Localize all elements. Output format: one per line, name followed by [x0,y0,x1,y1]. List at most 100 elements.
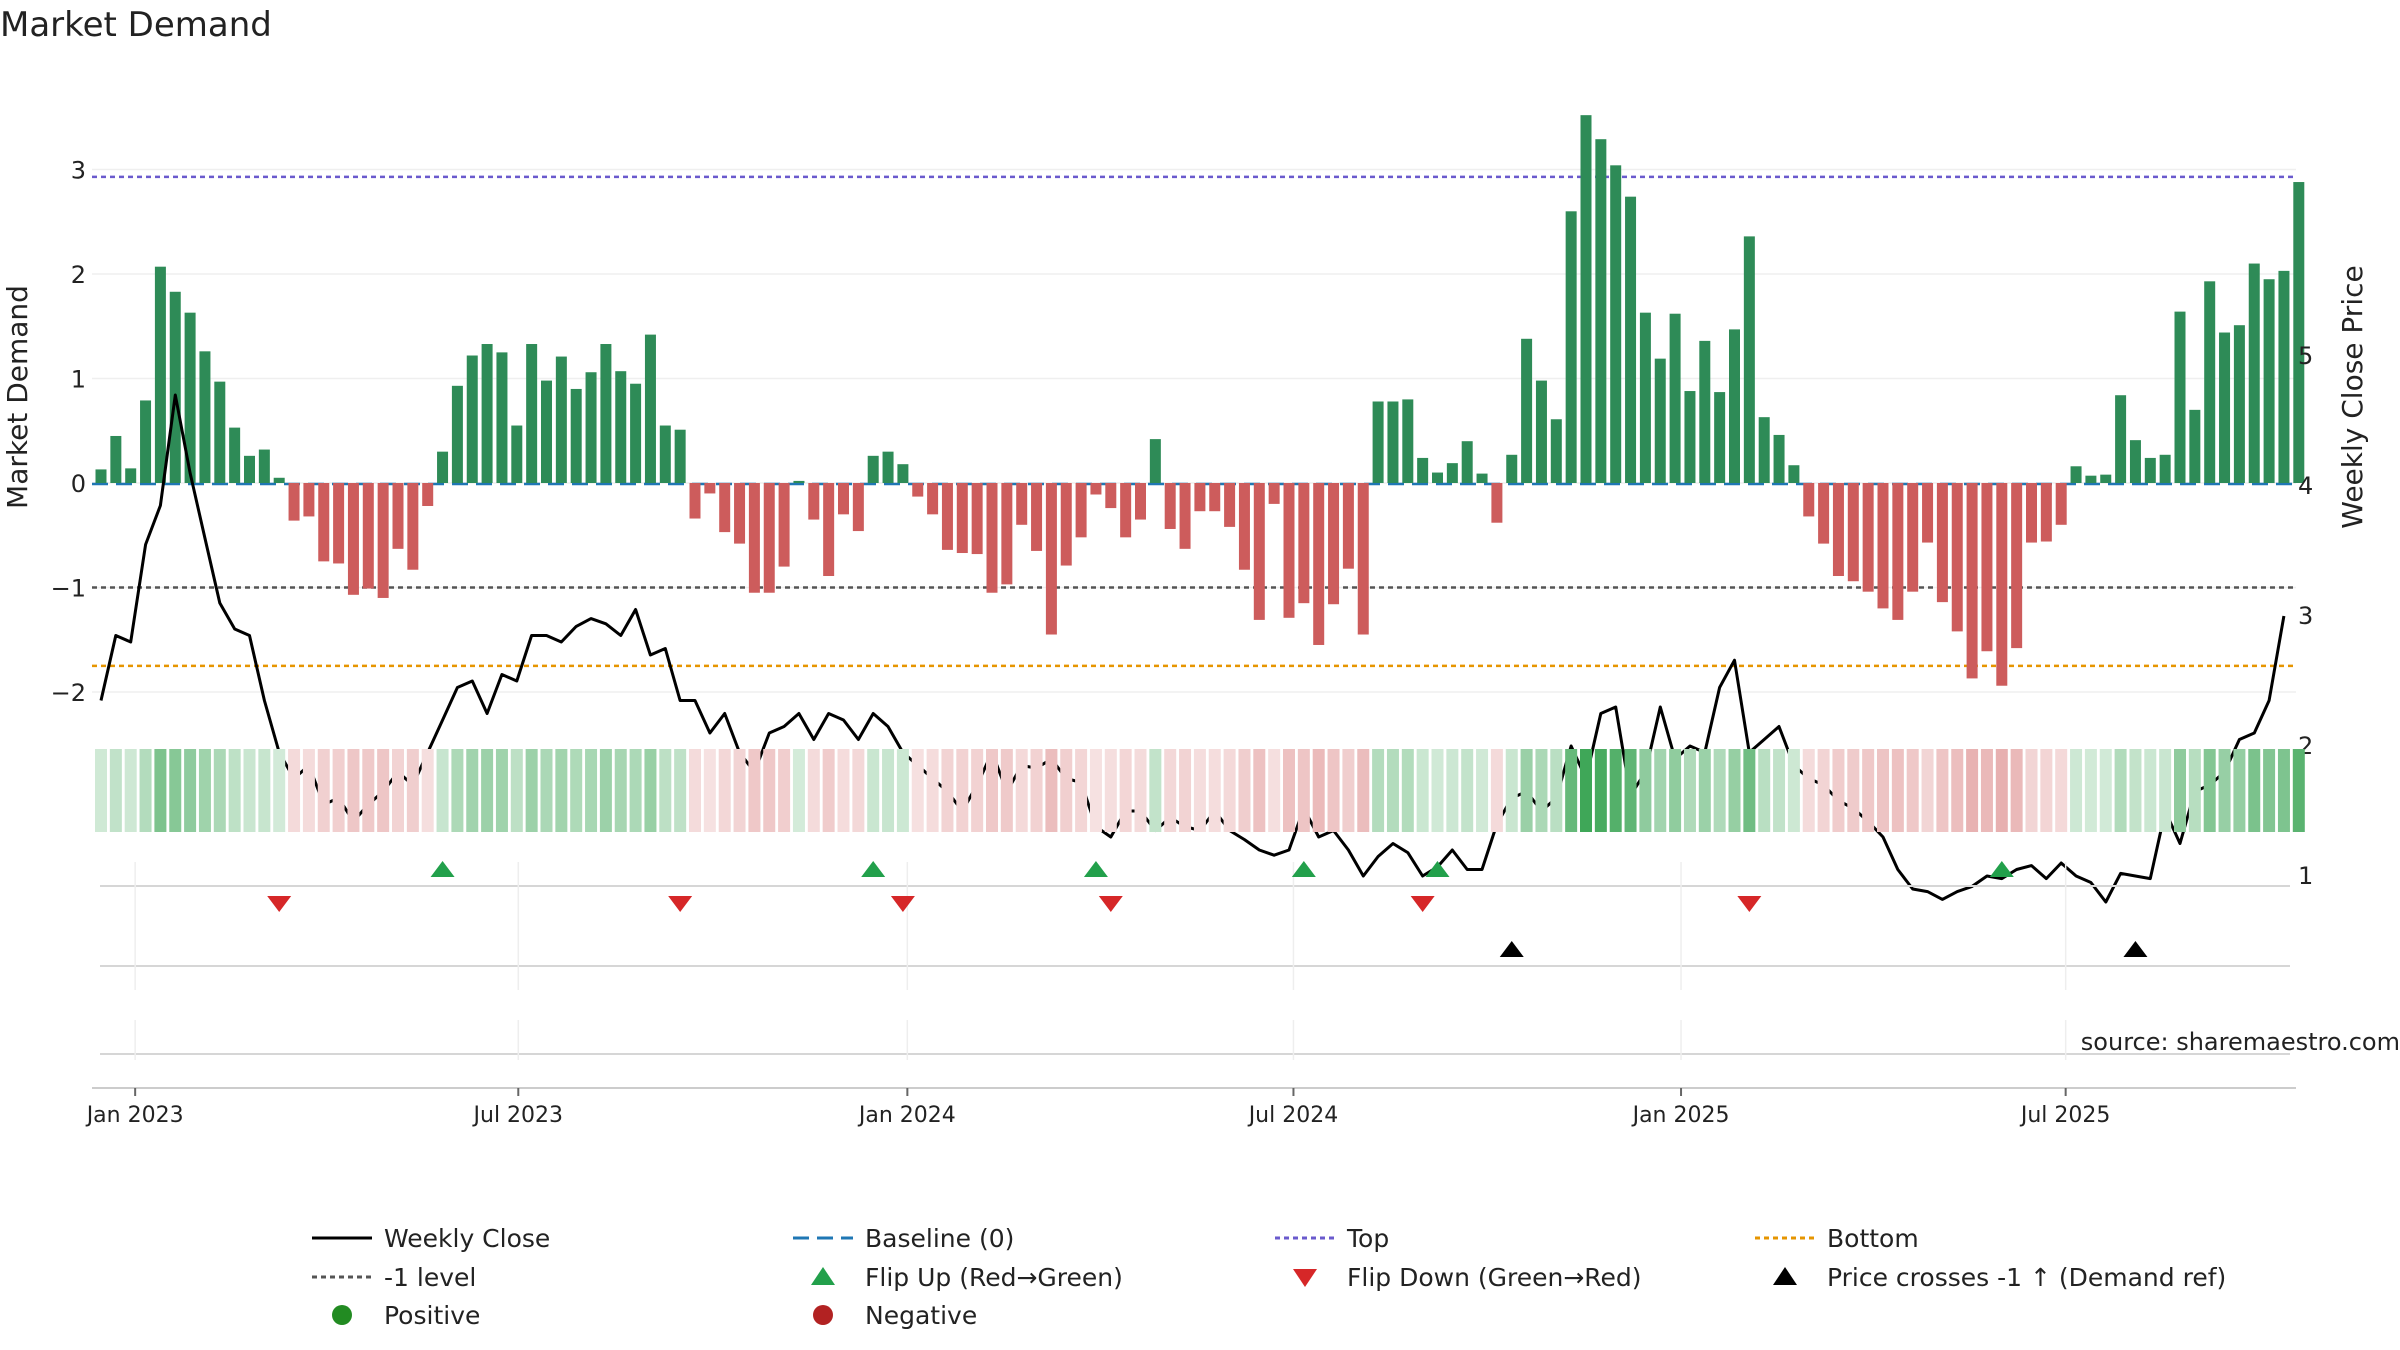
heat-cell [2144,749,2157,832]
heat-cell [2188,749,2201,832]
demand-bar [644,334,656,483]
heat-cell [1921,749,1934,832]
demand-bar [1372,401,1384,483]
x-axis-ticks: Jan 2023 Jul 2023 Jan 2024 Jul 2024 Jan 2025… [85,1087,2296,1128]
flip-down-marker [1098,896,1123,912]
x-tick-label: Jul 2025 [2019,1103,2111,1128]
demand-bar [95,469,107,483]
legend-item: Weekly Close [312,1224,550,1253]
heat-cell [1149,749,1162,832]
heat-cell [2055,749,2068,832]
heat-cell [1951,749,1964,832]
flip-down-marker [1410,896,1435,912]
legend-item: -1 level [312,1263,476,1292]
demand-bar [1090,483,1102,495]
heat-cell [1565,749,1578,832]
legend-swatch [1293,1269,1317,1287]
demand-bar [541,380,552,483]
demand-bar [1595,139,1607,483]
heat-cell [1223,749,1236,832]
heat-cell [585,749,598,832]
demand-bar [1818,483,1830,544]
heat-cell [1446,749,1459,832]
heat-cell [1669,749,1682,832]
demand-bar [748,483,760,593]
flip-up-marker [430,861,455,877]
heat-cell [1342,749,1355,832]
reference-lines [92,175,2296,668]
demand-bar [1803,483,1815,517]
legend-item: Positive [332,1301,480,1330]
flip-up-marker [1425,861,1450,877]
heat-cell [1891,749,1904,832]
demand-bar [615,371,627,483]
demand-bar [897,464,909,483]
demand-bar [2100,474,2112,483]
demand-bar [852,483,864,532]
demand-bar [1922,483,1934,543]
heat-cell [2099,749,2112,832]
demand-bar [2085,475,2097,483]
heat-cell [703,749,716,832]
demand-bar [971,483,983,555]
heat-cell [614,749,627,832]
demand-bar [1862,483,1874,592]
demand-bar [214,381,226,483]
demand-bar [422,483,434,506]
heat-cell [258,749,271,832]
heat-cell [406,749,419,832]
demand-bar [1491,483,1503,523]
demand-bar [956,483,968,554]
heat-cell [1713,749,1726,832]
demand-bar [1654,358,1666,483]
legend-item: Negative [813,1301,977,1330]
demand-bar [407,483,419,570]
heat-cell [1164,749,1177,832]
demand-bar [2204,281,2216,483]
demand-bar [2026,483,2037,543]
demand-bar [1714,392,1726,483]
heat-cell [674,749,687,832]
heat-cell [644,749,657,832]
heat-cell [763,749,776,832]
x-tick-label: Jan 2024 [857,1103,956,1128]
heat-cell [1401,749,1414,832]
demand-bar [986,483,998,593]
heat-cell [986,749,998,832]
demand-bar [2040,483,2052,542]
heat-cell [1268,749,1281,832]
demand-bar [125,468,137,483]
heat-cell [1283,749,1295,832]
demand-bar [1179,483,1191,549]
heat-cell [2248,749,2261,832]
legend-item: Baseline (0) [793,1224,1014,1253]
heat-cell [1327,749,1340,832]
heat-cell [2159,749,2172,832]
demand-bar [1149,439,1161,483]
legend-item: Top [1275,1224,1389,1253]
heat-cell [659,749,672,832]
heat-cell [421,749,434,832]
heat-cell [1995,749,2008,832]
heat-cell [124,749,137,832]
demand-bar [838,483,849,515]
x-tick-label: Jul 2024 [1247,1103,1339,1128]
demand-bar [927,483,939,515]
heat-cell [1372,749,1385,832]
demand-bar [1610,165,1622,483]
heat-cell [1119,749,1132,832]
heat-cell [807,749,820,832]
demand-bar [1669,313,1681,483]
y-tick-label: 0 [71,470,86,498]
heat-cell [288,749,301,832]
heat-cell [822,749,835,832]
demand-bar [1342,483,1354,569]
heat-cell [1980,749,1993,832]
heat-cell [926,749,939,832]
demand-bar [1966,483,1978,679]
heat-cell [1743,749,1756,832]
heat-cell [1089,749,1102,832]
heat-cell [718,749,731,832]
heat-cell [1505,749,1518,832]
heat-cell [1966,749,1979,832]
